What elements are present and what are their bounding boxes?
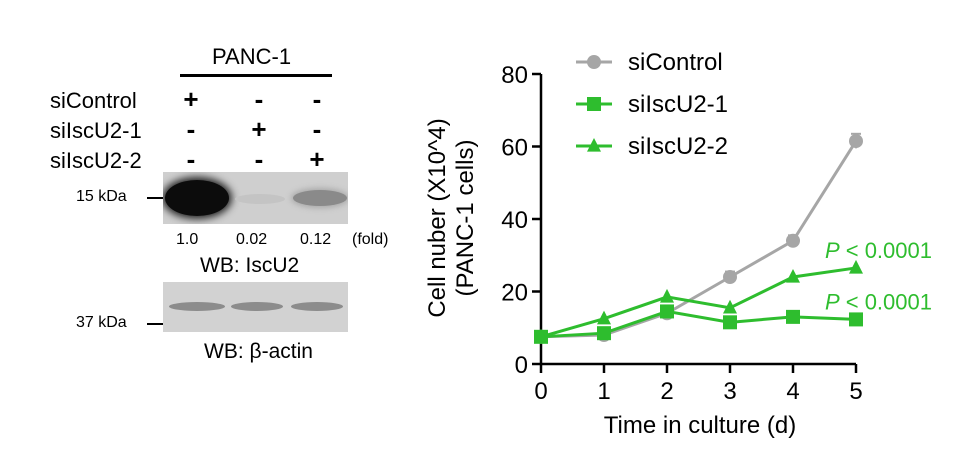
series-line-siiscu2-2	[540, 266, 857, 339]
x-tick-label-5: 5	[849, 378, 862, 405]
series-sicontrol	[534, 132, 863, 344]
x-tick-label-4: 4	[786, 378, 799, 405]
point-siiscu2-2-5	[849, 259, 863, 274]
y-tick-label-0: 0	[515, 352, 528, 379]
y-tick-label-40: 40	[501, 207, 528, 234]
sign-r2-c1: -	[186, 114, 196, 144]
point-siiscu2-2-3	[723, 299, 737, 314]
point-siiscu2-1-4	[786, 309, 800, 324]
legend-label-siiscu2-1: siIscU2-1	[628, 91, 728, 118]
marker-tick-37kda	[147, 323, 163, 325]
condition-label-siiscu2-2: siIscU2-2	[50, 148, 142, 173]
sign-r3-c3: +	[309, 144, 325, 174]
x-tick-label-2: 2	[660, 378, 673, 405]
x-tick-label-1: 1	[597, 378, 610, 405]
legend-marker-siiscu2-1	[587, 97, 601, 111]
legend-label-siiscu2-2: siIscU2-2	[628, 133, 728, 160]
marker-37kda: 37 kDa	[76, 314, 127, 331]
point-siiscu2-1-1	[597, 326, 611, 341]
sign-r3-c2: -	[254, 144, 264, 174]
marker-15kda: 15 kDa	[76, 188, 127, 205]
legend-label-sicontrol: siControl	[628, 49, 723, 76]
series-siiscu2-2	[534, 259, 863, 343]
marker-tick-15kda	[147, 197, 163, 199]
series-siiscu2-1	[534, 304, 863, 344]
legend-item-sicontrol: siControl	[576, 49, 723, 76]
point-siiscu2-1-5	[849, 312, 863, 327]
cell-line-label: PANC-1	[212, 44, 292, 69]
x-tick-label-3: 3	[723, 378, 736, 405]
point-sicontrol-4	[786, 233, 800, 248]
point-siiscu2-2-0	[534, 328, 548, 343]
blot-iscu2	[163, 172, 348, 224]
point-sicontrol-5	[849, 134, 863, 149]
legend-marker-siiscu2-2	[587, 137, 601, 152]
band-iscu2-lane3	[293, 190, 347, 206]
legend-marker-sicontrol	[587, 55, 601, 69]
blot2-caption: WB: β-actin	[204, 340, 313, 363]
point-siiscu2-2-1	[597, 310, 611, 325]
legend-item-siiscu2-2: siIscU2-2	[576, 133, 728, 160]
band-actin-lane1	[169, 302, 225, 311]
x-axis-label: Time in culture (d)	[604, 412, 797, 439]
point-sicontrol-3	[723, 270, 737, 284]
sign-r3-c1: -	[186, 144, 196, 174]
point-siiscu2-2-2	[660, 288, 674, 303]
blot-beta-actin	[163, 282, 348, 332]
y-tick-label-80: 80	[501, 62, 528, 89]
point-siiscu2-1-3	[723, 315, 737, 330]
fold-value-2: 0.02	[236, 231, 268, 248]
sign-r1-c2: -	[254, 84, 264, 114]
point-siiscu2-1-2	[660, 304, 674, 319]
band-actin-lane3	[291, 302, 343, 311]
y-tick-label-60: 60	[501, 135, 528, 162]
x-tick-label-0: 0	[534, 378, 547, 405]
legend-item-siiscu2-1: siIscU2-1	[576, 91, 728, 118]
sign-r2-c3: -	[312, 114, 322, 144]
series-line-sicontrol	[540, 140, 858, 339]
point-siiscu2-2-4	[786, 268, 800, 283]
condition-label-sicontrol: siControl	[50, 88, 137, 113]
y-axis-label-line1: Cell nuber (X10^4)	[424, 118, 451, 317]
series-line-siiscu2-1	[540, 309, 857, 339]
y-tick-label-20: 20	[501, 280, 528, 307]
fold-unit: (fold)	[352, 231, 389, 248]
fold-value-3: 0.12	[300, 231, 332, 248]
fold-value-1: 1.0	[176, 231, 199, 248]
blot1-caption: WB: IscU2	[200, 254, 300, 277]
band-iscu2-lane2	[235, 194, 285, 204]
sign-r1-c3: -	[312, 84, 322, 114]
band-iscu2-lane1	[165, 180, 229, 216]
sign-r2-c2: +	[251, 114, 267, 144]
y-axis-label-line2: (PANC-1 cells)	[452, 140, 479, 297]
p-value-annotation-1: P < 0.0001	[825, 238, 932, 263]
condition-label-siiscu2-1: siIscU2-1	[50, 118, 142, 143]
sign-r1-c1: +	[183, 84, 199, 114]
band-actin-lane2	[231, 302, 283, 311]
p-value-annotation-2: P < 0.0001	[825, 289, 932, 314]
cell-line-underline	[180, 74, 332, 77]
